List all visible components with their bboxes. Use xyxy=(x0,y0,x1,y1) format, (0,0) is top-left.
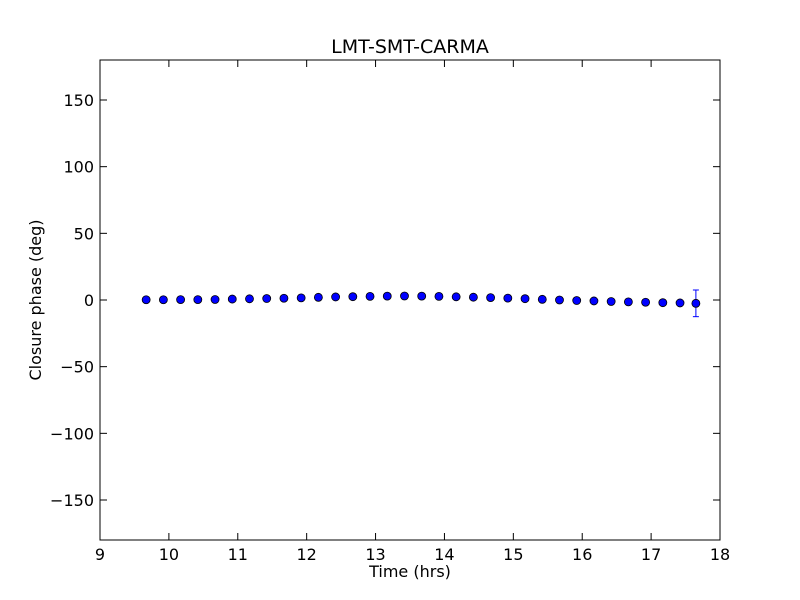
data-point xyxy=(503,293,513,303)
x-tick-label: 15 xyxy=(503,545,523,564)
data-point xyxy=(623,297,633,307)
data-point xyxy=(675,298,685,308)
x-tick-label: 10 xyxy=(159,545,179,564)
x-tick-label: 9 xyxy=(95,545,105,564)
axes-frame xyxy=(99,59,721,541)
y-tick-label: 0 xyxy=(84,291,94,310)
data-point xyxy=(210,295,220,304)
data-point xyxy=(589,296,599,306)
data-point xyxy=(658,298,668,308)
data-point xyxy=(691,298,701,308)
data-point xyxy=(417,291,427,301)
data-point xyxy=(555,295,564,305)
data-point xyxy=(434,291,444,301)
data-point xyxy=(245,294,254,304)
y-tick-label: 100 xyxy=(63,158,94,177)
data-point xyxy=(193,295,203,305)
data-point xyxy=(176,295,186,305)
y-tick-label: 150 xyxy=(63,91,94,110)
data-point xyxy=(382,291,392,301)
x-tick-label: 18 xyxy=(710,545,730,564)
data-point xyxy=(572,296,582,305)
x-axis-title: Time (hrs) xyxy=(368,562,451,581)
data-point xyxy=(400,291,409,301)
data-point xyxy=(641,297,650,307)
data-point xyxy=(279,293,289,303)
data-point xyxy=(486,293,496,303)
data-point xyxy=(365,291,375,301)
data-point xyxy=(296,293,306,303)
data-point xyxy=(313,292,323,302)
x-tick-label: 14 xyxy=(434,545,454,564)
plot-layer xyxy=(141,289,701,318)
y-tick-label: −150 xyxy=(50,491,94,510)
x-tick-label: 17 xyxy=(641,545,661,564)
y-tick-label: 50 xyxy=(74,224,94,243)
y-tick-label: −50 xyxy=(60,358,94,377)
y-tick-label: −100 xyxy=(50,424,94,443)
x-tick-label: 13 xyxy=(365,545,385,564)
y-axis-title: Closure phase (deg) xyxy=(26,219,45,380)
data-point xyxy=(520,294,530,304)
data-point xyxy=(537,294,547,304)
data-point xyxy=(158,295,168,305)
data-point xyxy=(451,292,461,302)
tick-layer: 9 10 11 12 13 14 15 16 17 18 −150 −100 −50 0 50 100 150 xyxy=(50,60,730,564)
data-point xyxy=(606,297,616,306)
chart-title: LMT-SMT-CARMA xyxy=(331,36,489,58)
data-point xyxy=(227,294,237,304)
data-point xyxy=(468,292,478,302)
x-tick-label: 16 xyxy=(572,545,592,564)
x-tick-label: 12 xyxy=(296,545,316,564)
data-point xyxy=(262,294,272,303)
data-point xyxy=(348,292,358,302)
x-tick-label: 11 xyxy=(228,545,248,564)
data-point xyxy=(331,292,341,302)
data-point xyxy=(141,295,151,305)
